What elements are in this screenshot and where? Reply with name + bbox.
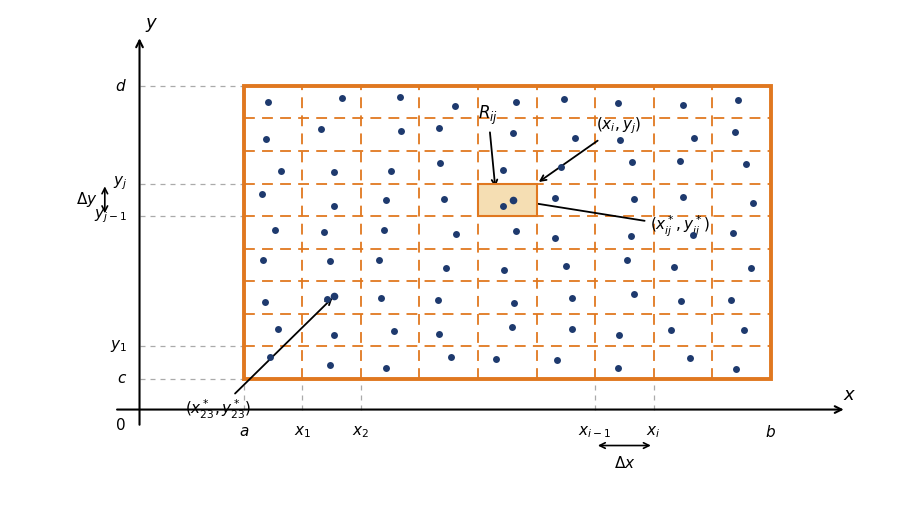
Text: $c$: $c$ — [117, 372, 127, 386]
Bar — [478, 183, 537, 216]
Text: $x_2$: $x_2$ — [353, 424, 369, 440]
Text: $0$: $0$ — [115, 417, 126, 434]
Text: $y_j$: $y_j$ — [113, 175, 127, 192]
Text: $x_1$: $x_1$ — [293, 424, 311, 440]
Text: $d$: $d$ — [115, 78, 127, 94]
Text: $y_1$: $y_1$ — [110, 338, 127, 354]
Text: $(x_{23}^*, y_{23}^*)$: $(x_{23}^*, y_{23}^*)$ — [185, 299, 331, 422]
Text: $y$: $y$ — [145, 16, 158, 34]
Text: $(x_{ij}^*, y_{ij}^*)$: $(x_{ij}^*, y_{ij}^*)$ — [517, 199, 710, 239]
Text: $x_{i-1}$: $x_{i-1}$ — [578, 424, 611, 440]
Text: $y_{j-1}$: $y_{j-1}$ — [94, 207, 127, 225]
Text: $x_i$: $x_i$ — [647, 424, 660, 440]
Text: $x$: $x$ — [844, 386, 856, 404]
Text: $b$: $b$ — [765, 424, 776, 440]
Text: $R_{ij}$: $R_{ij}$ — [478, 104, 498, 186]
Text: $\Delta y$: $\Delta y$ — [76, 190, 97, 209]
Text: $\Delta x$: $\Delta x$ — [613, 454, 635, 471]
Text: $a$: $a$ — [239, 424, 249, 439]
Text: $(x_i, y_j)$: $(x_i, y_j)$ — [540, 116, 641, 181]
